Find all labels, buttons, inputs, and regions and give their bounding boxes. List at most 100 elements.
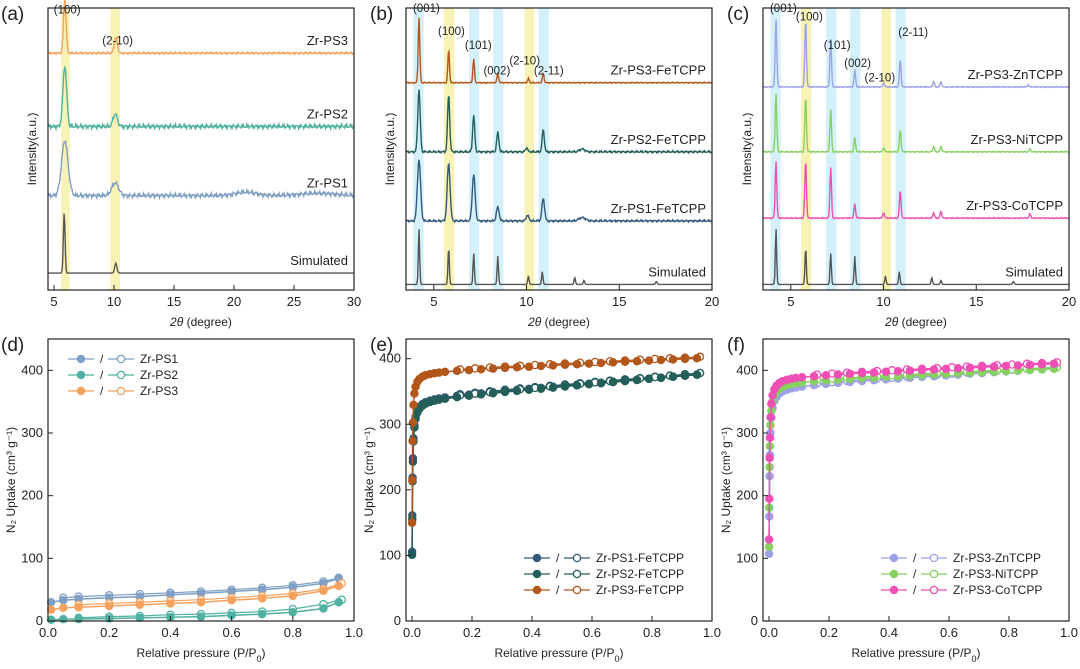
series-label: Zr-PS3-NiTCPP <box>971 132 1063 147</box>
adsorption-point <box>1049 359 1059 369</box>
legend-marker-filled <box>532 553 542 563</box>
panel-letter: (d) <box>1 335 24 356</box>
xrd-pattern-zr-ps2 <box>47 65 355 132</box>
adsorption-point <box>977 362 987 372</box>
legend-entry: Zr-PS3-NiTCPP <box>953 567 1038 581</box>
adsorption-point <box>764 549 774 559</box>
legend-marker-open <box>929 553 939 563</box>
adsorption-point <box>560 382 570 391</box>
highlight-band <box>895 8 906 290</box>
series-label: Zr-PS3-CoTCPP <box>966 198 1063 213</box>
adsorption-point <box>893 366 903 376</box>
legend-slash: / <box>100 384 104 398</box>
x-tick-label: 30 <box>347 294 361 309</box>
y-tick-label: 100 <box>736 550 758 565</box>
x-tick-label: 15 <box>969 294 983 309</box>
desorption-line-zr-ps3 <box>78 582 342 606</box>
panel-letter: (b) <box>370 4 393 25</box>
adsorption-point <box>632 356 642 366</box>
adsorption-point <box>572 381 582 390</box>
adsorption-point <box>488 364 498 373</box>
adsorption-point <box>288 607 298 617</box>
adsorption-point <box>319 604 328 613</box>
highlight-band <box>493 8 504 290</box>
adsorption-point <box>620 376 630 386</box>
x-tick-label: 20 <box>705 294 719 309</box>
adsorption-point <box>560 360 570 370</box>
adsorption-point <box>440 394 450 404</box>
adsorption-point <box>1025 360 1035 370</box>
xrd-pattern-simulated <box>48 213 354 274</box>
legend-marker-open <box>929 585 939 595</box>
x-axis-title: Relative pressure (P/P0) <box>136 646 265 664</box>
peak-label: (2-11) <box>534 65 564 77</box>
x-tick-label: 1.0 <box>1060 625 1078 640</box>
y-axis-title: Intensity(a.u.) <box>740 113 754 186</box>
adsorption-point <box>476 365 486 374</box>
plot-frame <box>47 338 355 622</box>
adsorption-point <box>1013 361 1023 370</box>
series-label: Zr-PS2-FeTCPP <box>611 132 706 147</box>
legend-slash: / <box>556 583 560 597</box>
legend-marker-filled <box>532 585 542 595</box>
legend-slash: / <box>100 352 104 366</box>
adsorption-point <box>452 366 462 376</box>
series-label: Zr-PS2 <box>307 106 348 121</box>
legend-entry: Zr-PS1-FeTCPP <box>596 551 684 565</box>
x-tick-label: 1.0 <box>345 625 363 640</box>
panel-letter: (e) <box>370 335 393 356</box>
series-label: Zr-PS3 <box>307 33 348 48</box>
adsorption-point <box>989 362 999 371</box>
legend-marker-open <box>572 553 582 563</box>
adsorption-point <box>512 386 522 396</box>
adsorption-point <box>488 388 498 398</box>
adsorption-point <box>821 371 831 380</box>
isotherm-panel-d: (d) 0.0 0.2 0.4 0.6 0.8 1.0 0 100 200 300 400 Relati… <box>1 335 363 664</box>
x-axis-title: 2θ (degree) <box>169 315 232 329</box>
adsorption-point <box>584 380 594 389</box>
plot-frame <box>47 7 355 291</box>
adsorption-point <box>765 494 774 504</box>
adsorption-point <box>196 612 206 621</box>
legend-marker-filled <box>889 569 899 579</box>
x-tick-label: 0.6 <box>583 625 601 640</box>
adsorption-point <box>524 385 534 395</box>
adsorption-point <box>257 609 267 619</box>
isotherm-panel-e: (e) 0.0 0.2 0.4 0.6 0.8 1.0 0 100 200 300 400 Relati… <box>362 335 721 664</box>
x-tick-label: 10 <box>519 294 533 309</box>
y-axis-title: N₂ Uptake (cm³ g⁻¹) <box>719 427 733 533</box>
highlight-band <box>469 8 480 290</box>
xrd-pattern-zr-ps1-fetcpp <box>405 159 713 224</box>
y-tick-label: 200 <box>21 488 43 503</box>
adsorption-line-zr-ps2-fetcpp <box>411 373 698 555</box>
adsorption-point <box>596 378 606 388</box>
x-tick-label: 10 <box>876 294 890 309</box>
x-tick-label: 20 <box>1062 294 1076 309</box>
x-tick-label: 0.8 <box>284 625 302 640</box>
adsorption-point <box>407 518 417 528</box>
adsorption-point <box>797 373 807 382</box>
y-tick-label: 400 <box>736 362 758 377</box>
plot-frame <box>405 7 713 291</box>
series-label: Simulated <box>1005 264 1063 279</box>
adsorption-point <box>1001 361 1011 371</box>
adsorption-point <box>608 377 618 387</box>
x-tick-label: 0.0 <box>760 625 778 640</box>
adsorption-point <box>409 400 418 410</box>
x-tick-label: 20 <box>227 294 241 309</box>
legend-marker-filled <box>76 370 86 380</box>
adsorption-point <box>764 535 774 544</box>
xrd-pattern-zr-ps3-zntcpp <box>762 19 1070 89</box>
peak-label: (2-11) <box>898 27 928 39</box>
legend-entry: Zr-PS2-FeTCPP <box>596 567 684 581</box>
highlight-band <box>444 8 455 290</box>
x-tick-label: 0.2 <box>100 625 118 640</box>
adsorption-point <box>767 399 776 408</box>
adsorption-point <box>608 358 618 367</box>
legend-marker-filled <box>889 585 899 595</box>
x-tick-label: 0.0 <box>403 625 421 640</box>
x-tick-label: 0.6 <box>940 625 958 640</box>
y-tick-label: 300 <box>21 425 43 440</box>
y-axis-title: N₂ Uptake (cm³ g⁻¹) <box>4 427 18 533</box>
